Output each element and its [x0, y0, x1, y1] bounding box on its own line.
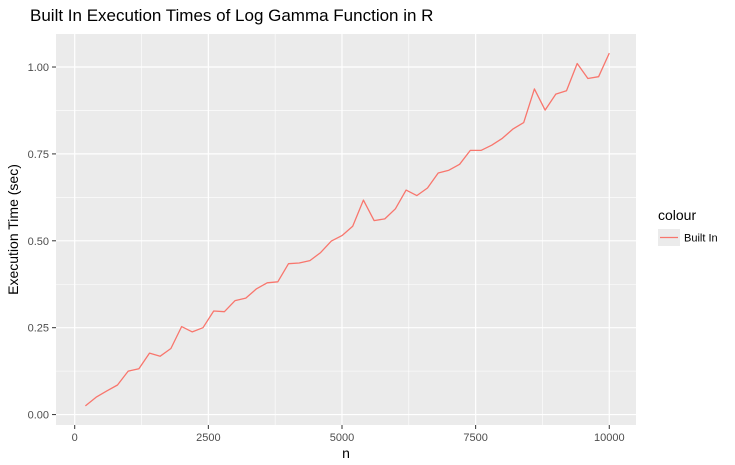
x-axis-title: n: [342, 445, 350, 461]
plot-panel: [56, 34, 636, 425]
x-tick-label: 10000: [594, 432, 625, 444]
y-tick-label: 0.75: [28, 149, 49, 161]
y-tick-label: 0.00: [28, 410, 49, 422]
x-tick-label: 7500: [463, 432, 487, 444]
y-axis-ticks: 0.00 0.25 0.50 0.75 1.00: [28, 62, 56, 422]
chart-title: Built In Execution Times of Log Gamma Fu…: [30, 6, 433, 25]
major-gridlines: [56, 34, 636, 425]
y-tick-label: 1.00: [28, 62, 49, 74]
minor-gridlines: [56, 34, 636, 425]
y-tick-label: 0.50: [28, 236, 49, 248]
legend-title: colour: [658, 207, 696, 223]
series-line-built-in: [84, 52, 610, 407]
x-tick-label: 5000: [330, 432, 354, 444]
legend: colour Built In: [658, 207, 718, 246]
y-axis-title: Execution Time (sec): [5, 164, 21, 295]
x-tick-label: 2500: [196, 432, 220, 444]
x-tick-label: 0: [72, 432, 78, 444]
series-layer: [84, 52, 610, 407]
x-axis-ticks: 0 2500 5000 7500 10000: [72, 425, 625, 444]
legend-label-built-in: Built In: [684, 233, 718, 245]
y-tick-label: 0.25: [28, 323, 49, 335]
